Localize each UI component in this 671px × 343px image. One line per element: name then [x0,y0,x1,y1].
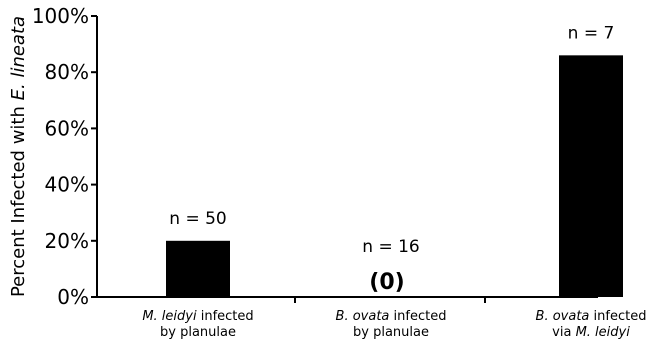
x-category-label: B. ovata infected [336,309,447,324]
bar [166,240,230,297]
x-category-label: M. leidyi infected [142,309,253,324]
y-tick-label: 0% [57,285,89,309]
x-category-label-line2: by planulae [160,325,236,340]
value-label: (0) [369,270,404,295]
y-tick-label: 60% [45,116,89,140]
sample-size-label: n = 7 [568,23,615,43]
x-category-label-line2: via M. leidyi [552,325,630,340]
bars [166,55,623,298]
y-tick-label: 80% [45,60,89,84]
y-axis: 0% 20% 40% 60% 80% 100% [32,4,98,309]
sample-size-label: n = 16 [362,237,419,257]
sample-size-label: n = 50 [169,209,226,229]
y-tick-label: 100% [32,4,89,28]
y-tick-label: 20% [45,229,89,253]
x-category-label-line2: by planulae [353,325,429,340]
bar [559,55,623,298]
y-axis-title: Percent Infected with E. lineata [8,16,29,297]
x-category-label: B. ovata infected [536,309,647,324]
y-tick-label: 40% [45,173,89,197]
bar-annotations: n = 50 n = 16 (0) n = 7 [169,23,614,295]
